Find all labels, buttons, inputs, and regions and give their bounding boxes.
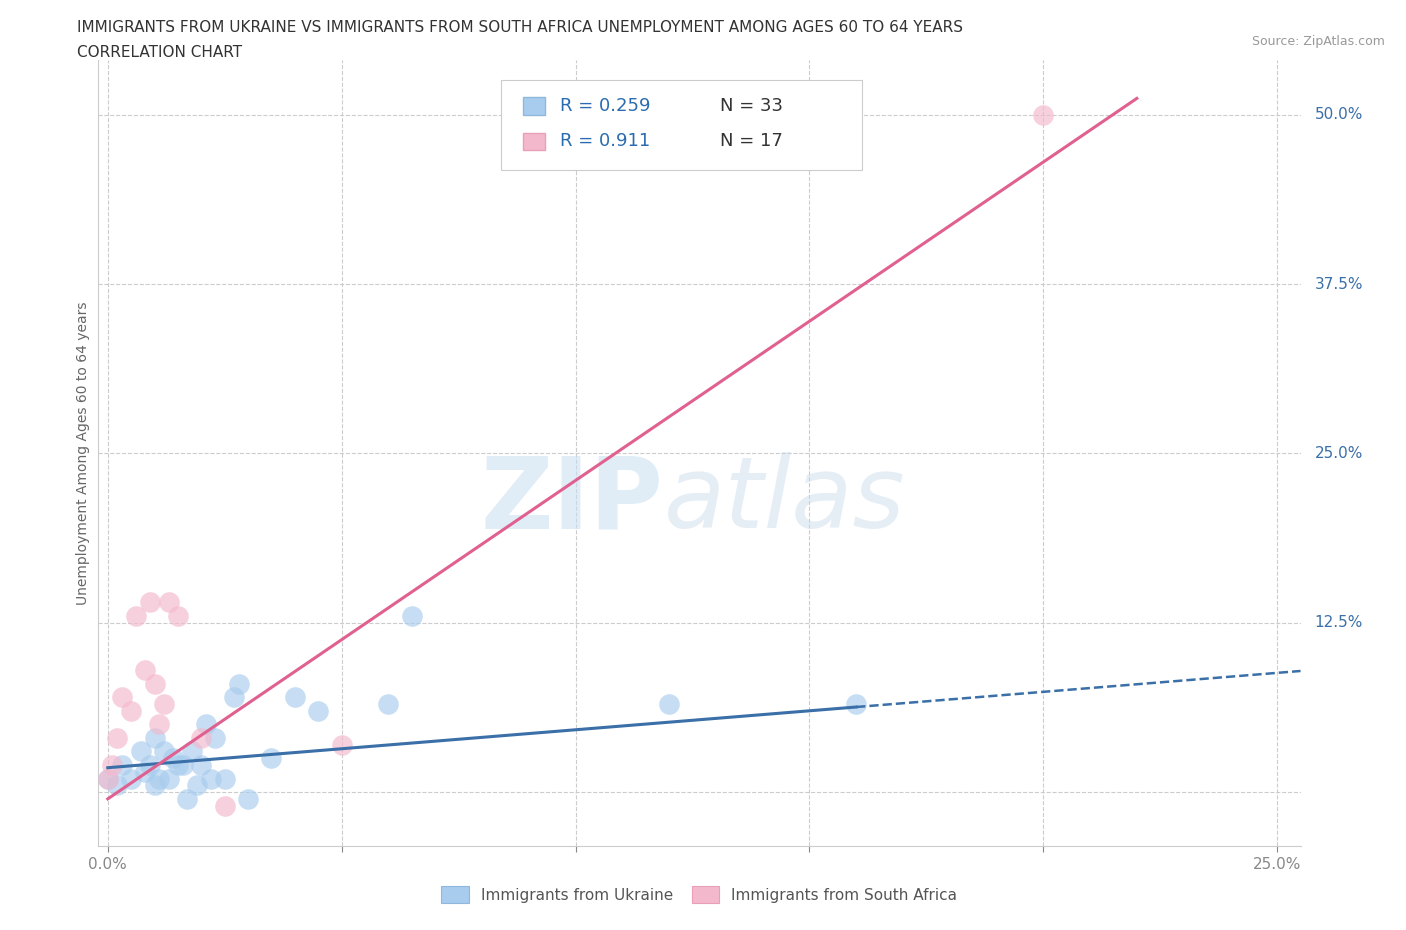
Point	[204, 730, 226, 745]
Point	[214, 771, 236, 786]
Point	[153, 744, 176, 759]
Point	[228, 676, 250, 691]
Point	[401, 608, 423, 623]
Point	[190, 730, 212, 745]
Point	[139, 758, 162, 773]
Point	[157, 771, 180, 786]
Point	[176, 791, 198, 806]
Point	[162, 751, 184, 765]
Text: Source: ZipAtlas.com: Source: ZipAtlas.com	[1251, 35, 1385, 48]
Point	[139, 595, 162, 610]
Text: atlas: atlas	[664, 452, 905, 549]
Point	[222, 690, 245, 705]
Point	[105, 730, 128, 745]
Point	[129, 744, 152, 759]
Point	[1032, 107, 1054, 122]
Point	[260, 751, 283, 765]
Text: 12.5%: 12.5%	[1315, 616, 1362, 631]
FancyBboxPatch shape	[523, 133, 546, 150]
Y-axis label: Unemployment Among Ages 60 to 64 years: Unemployment Among Ages 60 to 64 years	[76, 301, 90, 605]
Point	[101, 758, 124, 773]
Point	[143, 777, 166, 792]
Point	[134, 764, 156, 779]
Point	[214, 798, 236, 813]
Point	[97, 771, 120, 786]
Point	[181, 744, 204, 759]
Point	[125, 608, 148, 623]
Text: ZIP: ZIP	[481, 452, 664, 549]
Point	[195, 717, 218, 732]
Point	[153, 697, 176, 711]
Point	[658, 697, 681, 711]
Point	[190, 758, 212, 773]
Point	[200, 771, 222, 786]
Point	[148, 771, 170, 786]
Point	[148, 717, 170, 732]
Point	[111, 690, 134, 705]
Point	[377, 697, 399, 711]
Text: 37.5%: 37.5%	[1315, 276, 1362, 291]
Text: CORRELATION CHART: CORRELATION CHART	[77, 45, 242, 60]
Text: IMMIGRANTS FROM UKRAINE VS IMMIGRANTS FROM SOUTH AFRICA UNEMPLOYMENT AMONG AGES : IMMIGRANTS FROM UKRAINE VS IMMIGRANTS FR…	[77, 20, 963, 35]
Text: N = 17: N = 17	[720, 132, 782, 151]
Point	[330, 737, 353, 752]
Point	[97, 771, 120, 786]
Text: R = 0.259: R = 0.259	[560, 97, 650, 115]
Text: 25.0%: 25.0%	[1315, 445, 1362, 461]
Point	[157, 595, 180, 610]
Point	[236, 791, 259, 806]
Point	[120, 703, 142, 718]
Point	[167, 608, 190, 623]
Text: R = 0.911: R = 0.911	[560, 132, 650, 151]
Legend: Immigrants from Ukraine, Immigrants from South Africa: Immigrants from Ukraine, Immigrants from…	[436, 880, 963, 910]
Point	[186, 777, 208, 792]
Text: N = 33: N = 33	[720, 97, 783, 115]
Point	[284, 690, 307, 705]
Point	[845, 697, 868, 711]
FancyBboxPatch shape	[501, 80, 862, 170]
Point	[143, 676, 166, 691]
Point	[172, 758, 194, 773]
Point	[307, 703, 329, 718]
Point	[167, 758, 190, 773]
FancyBboxPatch shape	[523, 98, 546, 114]
Point	[143, 730, 166, 745]
Point	[105, 777, 128, 792]
Text: 50.0%: 50.0%	[1315, 107, 1362, 122]
Point	[111, 758, 134, 773]
Point	[120, 771, 142, 786]
Point	[134, 663, 156, 678]
